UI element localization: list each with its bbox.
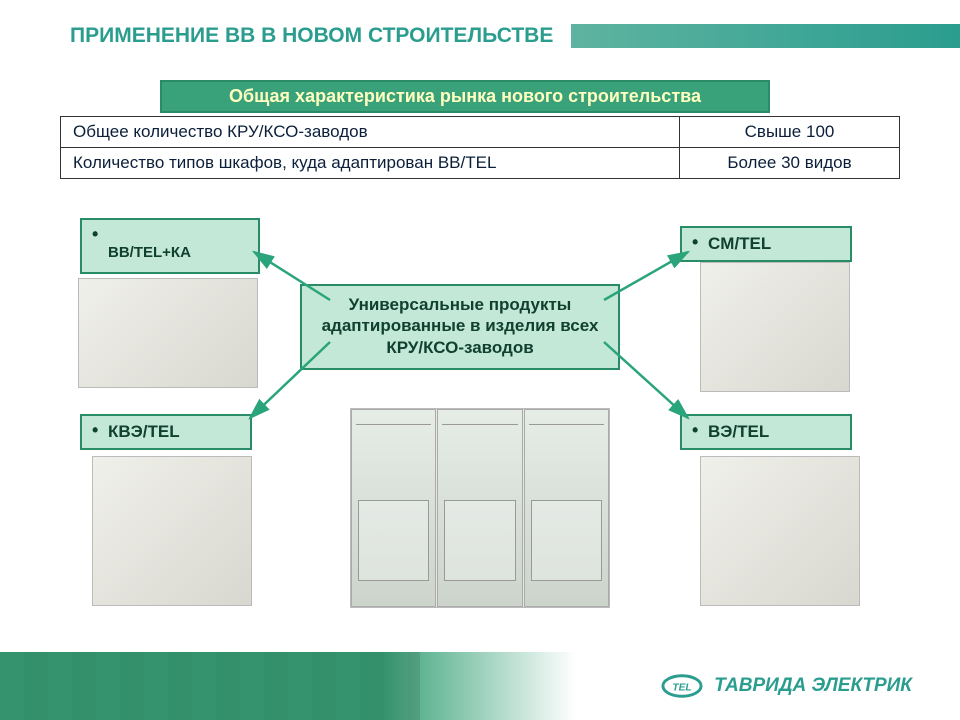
product-label: ВВ/TEL+КА: [108, 244, 191, 261]
center-description: Универсальные продукты адаптированные в …: [300, 284, 620, 370]
equipment-image: [92, 456, 252, 606]
table-cell-value: Более 30 видов: [680, 148, 900, 179]
equipment-image: [700, 262, 850, 392]
brand-logo-icon: TEL: [660, 671, 704, 701]
equipment-image: [78, 278, 258, 388]
brand-block: TEL ТАВРИДА ЭЛЕКТРИК: [660, 671, 912, 701]
table-row: Количество типов шкафов, куда адаптирова…: [61, 148, 900, 179]
footer-strip: TEL ТАВРИДА ЭЛЕКТРИК: [0, 652, 960, 720]
product-label: КВЭ/TEL: [108, 422, 180, 441]
product-tag-kve-tel: КВЭ/TEL: [80, 414, 252, 450]
cabinet-lineup-image: [350, 408, 610, 608]
svg-text:TEL: TEL: [672, 682, 691, 693]
page-title: ПРИМЕНЕНИЕ ВВ В НОВОМ СТРОИТЕЛЬСТВЕ: [0, 24, 553, 48]
product-label: CM/TEL: [708, 234, 771, 253]
title-bar: ПРИМЕНЕНИЕ ВВ В НОВОМ СТРОИТЕЛЬСТВЕ: [0, 24, 960, 48]
table-row: Общее количество КРУ/КСО-заводов Свыше 1…: [61, 117, 900, 148]
product-tag-ve-tel: ВЭ/TEL: [680, 414, 852, 450]
sub-banner: Общая характеристика рынка нового строит…: [160, 80, 770, 113]
equipment-image: [700, 456, 860, 606]
brand-name: ТАВРИДА ЭЛЕКТРИК: [714, 675, 912, 697]
table-cell-value: Свыше 100: [680, 117, 900, 148]
table-cell-label: Количество типов шкафов, куда адаптирова…: [61, 148, 680, 179]
product-tag-cm-tel: CM/TEL: [680, 226, 852, 262]
market-table: Общее количество КРУ/КСО-заводов Свыше 1…: [60, 116, 900, 179]
footer-background-image: [0, 652, 420, 720]
table-cell-label: Общее количество КРУ/КСО-заводов: [61, 117, 680, 148]
product-tag-vv-tel-ka: ВВ/TEL+КА: [80, 218, 260, 274]
title-stripe: [571, 24, 960, 48]
product-label: ВЭ/TEL: [708, 422, 769, 441]
